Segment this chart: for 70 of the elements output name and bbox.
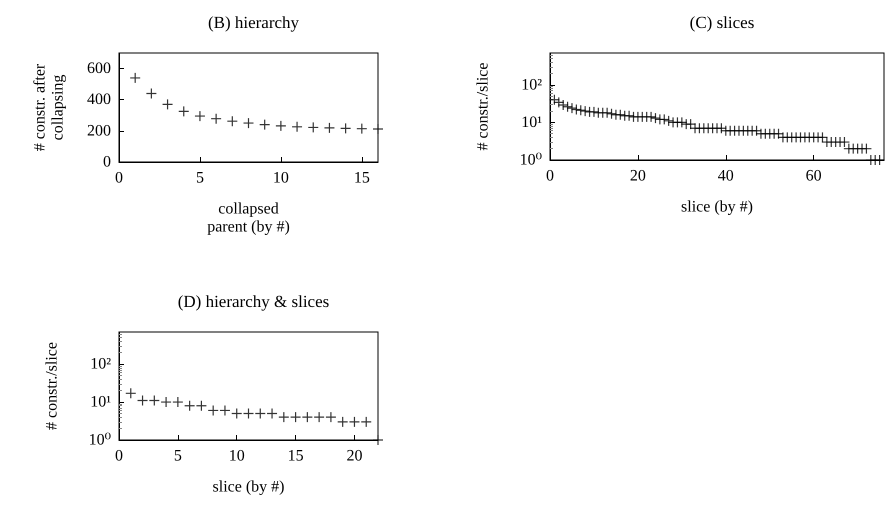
point xyxy=(130,72,141,84)
point xyxy=(208,404,219,416)
x-tick-label: 15 xyxy=(354,170,370,186)
point xyxy=(125,388,136,399)
x-axis-title: slice (by #) xyxy=(681,198,753,216)
y-tick-label: 10² xyxy=(521,76,542,94)
point xyxy=(291,121,303,132)
y-tick-label: 400 xyxy=(87,91,111,108)
y-tick-label: 10⁰ xyxy=(88,432,111,448)
chart-title: (B) hierarchy xyxy=(208,13,300,32)
x-tick-label: 5 xyxy=(174,448,182,464)
point xyxy=(146,88,157,100)
x-tick-label: 15 xyxy=(288,448,304,464)
point xyxy=(266,408,278,420)
point xyxy=(242,408,254,420)
x-tick-label: 0 xyxy=(546,168,554,184)
point xyxy=(242,117,254,129)
y-tick-label: 200 xyxy=(87,122,111,140)
point xyxy=(160,396,172,408)
point xyxy=(148,394,160,406)
x-tick-label: 10 xyxy=(228,448,245,464)
point xyxy=(172,396,184,408)
x-tick-label: 10 xyxy=(272,170,289,186)
point xyxy=(372,123,384,135)
x-tick-label: 60 xyxy=(806,168,822,184)
point xyxy=(254,408,266,420)
chart-title: (C) slices xyxy=(690,13,754,32)
point xyxy=(136,394,148,406)
point xyxy=(259,119,270,130)
chart-title: (D) hierarchy & slices xyxy=(178,292,330,311)
point xyxy=(356,123,368,134)
point xyxy=(302,412,313,423)
point xyxy=(290,412,302,423)
point xyxy=(360,416,372,428)
y-tick-label: 0 xyxy=(103,154,111,170)
point xyxy=(314,412,325,423)
y-tick-label: 10¹ xyxy=(521,114,542,131)
y-tick-label: 10² xyxy=(90,356,112,373)
y-tick-label: 10¹ xyxy=(90,394,112,411)
point xyxy=(196,400,208,412)
y-axis-title: # constr./slice xyxy=(44,342,60,430)
x-tick-label: 40 xyxy=(718,168,734,184)
point xyxy=(194,110,206,122)
point xyxy=(226,116,238,127)
point xyxy=(340,122,352,134)
y-tick-label: 10⁰ xyxy=(520,152,542,168)
point xyxy=(219,404,231,416)
y-axis-title: # constr. after collapsing xyxy=(32,63,66,152)
point xyxy=(231,408,242,420)
point xyxy=(178,106,190,117)
y-axis-title: # constr./slice xyxy=(474,62,492,150)
x-axis-title: slice (by #) xyxy=(212,478,284,496)
point xyxy=(210,113,222,124)
point xyxy=(372,434,384,446)
point xyxy=(184,400,196,412)
point xyxy=(324,122,336,134)
point xyxy=(278,412,290,423)
x-tick-label: 0 xyxy=(115,448,123,464)
x-tick-label: 20 xyxy=(630,168,646,184)
point xyxy=(308,122,319,134)
point xyxy=(337,416,348,428)
x-tick-label: 0 xyxy=(115,170,123,186)
point xyxy=(348,416,360,428)
x-tick-label: 5 xyxy=(196,170,204,186)
point xyxy=(325,412,337,423)
point xyxy=(162,98,174,110)
point xyxy=(275,120,286,132)
x-tick-label: 20 xyxy=(346,448,362,464)
y-tick-label: 600 xyxy=(87,60,111,78)
x-axis-title: collapsed parent (by #) xyxy=(207,200,290,236)
